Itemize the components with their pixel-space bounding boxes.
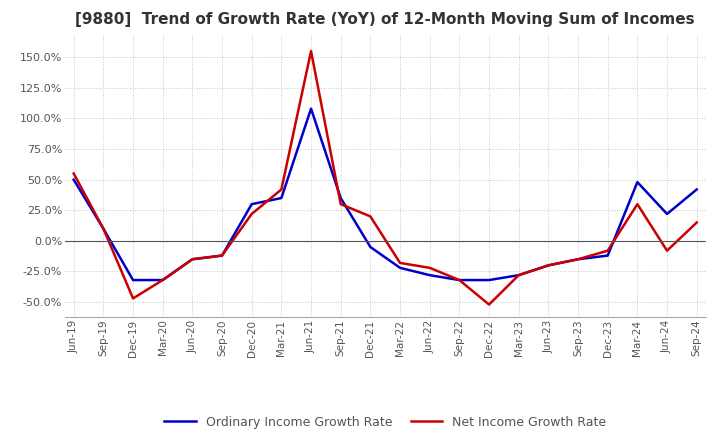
Ordinary Income Growth Rate [188, 257, 197, 262]
Ordinary Income Growth Rate [336, 195, 345, 201]
Ordinary Income Growth Rate [426, 272, 434, 278]
Ordinary Income Growth Rate [99, 226, 108, 231]
Ordinary Income Growth Rate [158, 278, 167, 283]
Net Income Growth Rate [396, 260, 405, 266]
Ordinary Income Growth Rate [693, 187, 701, 192]
Ordinary Income Growth Rate [485, 278, 493, 283]
Ordinary Income Growth Rate [574, 257, 582, 262]
Ordinary Income Growth Rate [544, 263, 553, 268]
Net Income Growth Rate [544, 263, 553, 268]
Net Income Growth Rate [633, 202, 642, 207]
Net Income Growth Rate [574, 257, 582, 262]
Ordinary Income Growth Rate [307, 106, 315, 111]
Net Income Growth Rate [248, 211, 256, 216]
Net Income Growth Rate [307, 48, 315, 54]
Net Income Growth Rate [158, 278, 167, 283]
Net Income Growth Rate [217, 253, 226, 258]
Ordinary Income Growth Rate [662, 211, 671, 216]
Net Income Growth Rate [514, 272, 523, 278]
Ordinary Income Growth Rate [217, 253, 226, 258]
Net Income Growth Rate [603, 248, 612, 253]
Ordinary Income Growth Rate [396, 265, 405, 271]
Legend: Ordinary Income Growth Rate, Net Income Growth Rate: Ordinary Income Growth Rate, Net Income … [164, 416, 606, 429]
Ordinary Income Growth Rate [248, 202, 256, 207]
Line: Ordinary Income Growth Rate: Ordinary Income Growth Rate [73, 109, 697, 280]
Line: Net Income Growth Rate: Net Income Growth Rate [73, 51, 697, 304]
Net Income Growth Rate [455, 278, 464, 283]
Net Income Growth Rate [485, 302, 493, 307]
Net Income Growth Rate [366, 214, 374, 219]
Ordinary Income Growth Rate [633, 180, 642, 185]
Ordinary Income Growth Rate [455, 278, 464, 283]
Net Income Growth Rate [188, 257, 197, 262]
Ordinary Income Growth Rate [514, 272, 523, 278]
Ordinary Income Growth Rate [366, 244, 374, 249]
Net Income Growth Rate [129, 296, 138, 301]
Net Income Growth Rate [662, 248, 671, 253]
Net Income Growth Rate [426, 265, 434, 271]
Net Income Growth Rate [277, 187, 286, 192]
Ordinary Income Growth Rate [603, 253, 612, 258]
Title: [9880]  Trend of Growth Rate (YoY) of 12-Month Moving Sum of Incomes: [9880] Trend of Growth Rate (YoY) of 12-… [76, 12, 695, 27]
Net Income Growth Rate [693, 220, 701, 225]
Ordinary Income Growth Rate [69, 177, 78, 182]
Net Income Growth Rate [69, 171, 78, 176]
Ordinary Income Growth Rate [129, 278, 138, 283]
Net Income Growth Rate [99, 226, 108, 231]
Ordinary Income Growth Rate [277, 195, 286, 201]
Net Income Growth Rate [336, 202, 345, 207]
